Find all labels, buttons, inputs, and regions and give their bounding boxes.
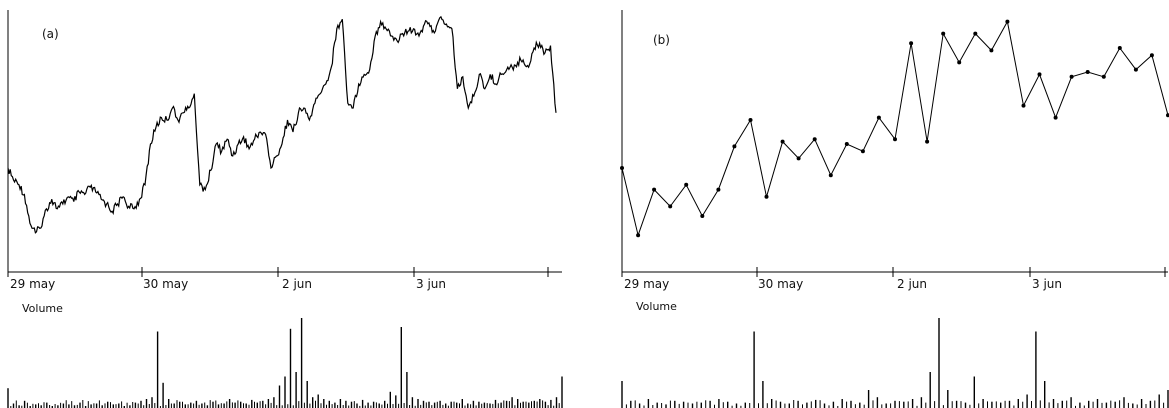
price-marker <box>796 156 801 161</box>
chart-panel-b: 29 may 30 may 2 jun 3 jun (b) Volume <box>620 10 1169 408</box>
price-marker <box>1149 53 1154 58</box>
x-tick-label: 30 may <box>758 277 803 291</box>
panel-label: (b) <box>653 33 670 47</box>
price-marker <box>652 187 657 192</box>
price-marker <box>764 194 769 199</box>
price-marker <box>684 182 689 187</box>
price-marker <box>812 137 817 142</box>
panel-label: (a) <box>42 27 59 41</box>
price-marker <box>1117 46 1122 50</box>
price-marker <box>1005 19 1010 24</box>
price-marker <box>828 173 833 178</box>
price-marker <box>1085 70 1090 74</box>
price-marker <box>973 31 978 36</box>
price-marker <box>780 139 785 144</box>
x-tick-label: 2 jun <box>897 277 927 291</box>
price-marker <box>1101 74 1106 79</box>
price-marker <box>1166 113 1169 118</box>
price-line <box>7 15 557 234</box>
price-marker <box>893 137 897 142</box>
price-marker <box>876 115 881 120</box>
price-marker <box>909 41 914 46</box>
price-line <box>621 20 1169 237</box>
price-marker <box>1021 103 1026 108</box>
price-marker <box>716 187 721 192</box>
price-marker <box>1037 72 1042 77</box>
x-tick-label: 3 jun <box>416 277 446 291</box>
volume-label: Volume <box>22 302 63 315</box>
price-marker <box>1133 67 1138 72</box>
price-marker <box>732 144 737 149</box>
x-tick-label: 29 may <box>10 277 55 291</box>
volume-label: Volume <box>636 300 677 313</box>
price-marker <box>957 60 962 65</box>
x-tick-label: 29 may <box>624 277 669 291</box>
price-marker <box>860 149 865 154</box>
price-marker <box>1053 115 1058 120</box>
x-tick-label: 2 jun <box>282 277 312 291</box>
x-tick-label: 30 may <box>143 277 188 291</box>
price-marker <box>700 214 705 218</box>
chart-panel-a: 29 may 30 may 2 jun 3 jun (a) Volume <box>7 10 563 408</box>
price-marker <box>620 166 624 170</box>
price-marker <box>1069 74 1074 79</box>
price-marker <box>636 233 641 238</box>
x-tick-label: 3 jun <box>1032 277 1062 291</box>
price-marker <box>941 31 946 36</box>
price-marker <box>668 204 673 209</box>
price-marker <box>844 142 849 146</box>
price-marker <box>925 139 930 144</box>
price-marker <box>989 48 994 53</box>
price-marker <box>748 118 753 122</box>
